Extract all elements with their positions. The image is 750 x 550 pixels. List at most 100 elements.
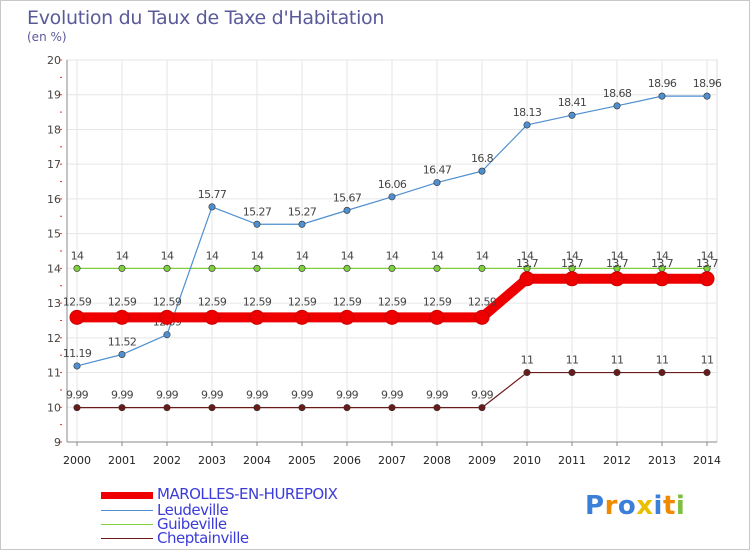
data-label-marolles-en-hurepoix: 12.59 <box>333 295 362 308</box>
data-point-guibeville <box>163 264 171 272</box>
data-label-leudeville: 15.77 <box>198 188 227 201</box>
data-label-leudeville: 18.41 <box>558 96 587 109</box>
y-axis-unit-label: (en %) <box>27 30 67 44</box>
legend-swatch-marolles <box>101 492 153 499</box>
data-label-cheptainville: 9.99 <box>381 389 404 402</box>
data-label-marolles-en-hurepoix: 13.7 <box>606 257 629 270</box>
y-tick-label: 11 <box>47 367 61 380</box>
data-point-marolles-en-hurepoix <box>384 309 400 325</box>
chart-title: Evolution du Taux de Taxe d'Habitation <box>27 7 385 29</box>
x-tick-label: 2005 <box>288 454 316 467</box>
data-point-cheptainville <box>253 404 261 412</box>
logo-letter: o <box>617 491 637 521</box>
data-label-guibeville: 14 <box>701 249 714 262</box>
data-label-guibeville: 14 <box>161 249 174 262</box>
data-label-guibeville: 14 <box>296 249 309 262</box>
data-label-marolles-en-hurepoix: 12.59 <box>63 295 92 308</box>
y-tick-label: 15 <box>47 228 61 241</box>
data-point-marolles-en-hurepoix <box>564 271 580 287</box>
x-tick-label: 2003 <box>198 454 226 467</box>
data-point-cheptainville <box>523 369 531 377</box>
data-point-leudeville <box>388 193 396 201</box>
data-label-cheptainville: 11 <box>611 354 624 367</box>
data-point-cheptainville <box>298 404 306 412</box>
data-point-cheptainville <box>703 369 711 377</box>
data-label-guibeville: 14 <box>251 249 264 262</box>
data-label-leudeville: 18.13 <box>513 106 542 119</box>
data-label-cheptainville: 9.99 <box>426 389 449 402</box>
data-point-leudeville <box>208 203 216 211</box>
data-point-cheptainville <box>208 404 216 412</box>
data-label-guibeville: 14 <box>656 249 669 262</box>
data-point-cheptainville <box>118 404 126 412</box>
data-label-cheptainville: 11 <box>656 354 669 367</box>
data-point-cheptainville <box>163 404 171 412</box>
data-point-guibeville <box>388 264 396 272</box>
data-label-cheptainville: 11 <box>566 354 579 367</box>
logo-letter: i <box>653 491 663 521</box>
x-tick-label: 2014 <box>693 454 721 467</box>
data-label-marolles-en-hurepoix: 12.59 <box>198 295 227 308</box>
data-point-marolles-en-hurepoix <box>249 309 265 325</box>
logo-letter: r <box>604 491 618 521</box>
data-point-leudeville <box>703 92 711 100</box>
data-point-marolles-en-hurepoix <box>699 271 715 287</box>
data-label-leudeville: 18.68 <box>603 87 632 100</box>
data-label-guibeville: 14 <box>71 249 84 262</box>
y-tick-label: 16 <box>47 193 61 206</box>
data-point-marolles-en-hurepoix <box>204 309 220 325</box>
data-point-guibeville <box>73 264 81 272</box>
data-label-cheptainville: 9.99 <box>336 389 359 402</box>
logo-letter: P <box>585 491 605 521</box>
data-point-leudeville <box>523 121 531 129</box>
data-label-marolles-en-hurepoix: 12.59 <box>423 295 452 308</box>
data-label-leudeville: 15.27 <box>243 205 272 218</box>
data-label-guibeville: 14 <box>431 249 444 262</box>
data-label-leudeville: 18.96 <box>693 77 722 90</box>
data-point-marolles-en-hurepoix <box>69 309 85 325</box>
data-point-guibeville <box>298 264 306 272</box>
logo-letter: t <box>662 491 676 521</box>
data-point-leudeville <box>343 206 351 214</box>
data-point-cheptainville <box>478 404 486 412</box>
data-label-leudeville: 18.96 <box>648 77 677 90</box>
legend-swatch-leudeville <box>101 510 153 511</box>
x-tick-label: 2009 <box>468 454 496 467</box>
data-point-marolles-en-hurepoix <box>519 271 535 287</box>
x-tick-label: 2011 <box>558 454 586 467</box>
data-label-marolles-en-hurepoix: 13.7 <box>516 257 539 270</box>
data-label-leudeville: 16.47 <box>423 164 452 177</box>
y-tick-label: 13 <box>47 297 61 310</box>
data-point-leudeville <box>253 220 261 228</box>
data-point-leudeville <box>163 331 171 339</box>
data-point-marolles-en-hurepoix <box>294 309 310 325</box>
data-label-cheptainville: 9.99 <box>201 389 224 402</box>
data-point-leudeville <box>118 350 126 358</box>
data-point-guibeville <box>433 264 441 272</box>
x-tick-label: 2001 <box>108 454 136 467</box>
y-tick-label: 20 <box>47 54 61 67</box>
data-label-marolles-en-hurepoix: 12.59 <box>378 295 407 308</box>
data-point-guibeville <box>118 264 126 272</box>
x-tick-label: 2013 <box>648 454 676 467</box>
legend-label-cheptainville: Cheptainville <box>157 529 249 547</box>
data-label-cheptainville: 9.99 <box>156 389 179 402</box>
data-label-guibeville: 14 <box>611 249 624 262</box>
legend-label-guibeville: Guibeville <box>157 515 227 533</box>
y-tick-label: 10 <box>47 401 61 414</box>
data-label-marolles-en-hurepoix: 12.59 <box>153 295 182 308</box>
data-label-guibeville: 14 <box>341 249 354 262</box>
data-label-marolles-en-hurepoix: 12.59 <box>108 295 137 308</box>
data-label-marolles-en-hurepoix: 13.7 <box>651 257 674 270</box>
data-point-marolles-en-hurepoix <box>654 271 670 287</box>
data-label-leudeville: 15.27 <box>288 205 317 218</box>
y-tick-label: 17 <box>47 158 61 171</box>
data-point-guibeville <box>343 264 351 272</box>
data-label-marolles-en-hurepoix: 13.7 <box>561 257 584 270</box>
data-point-cheptainville <box>658 369 666 377</box>
logo-letter: i <box>675 491 686 521</box>
data-point-marolles-en-hurepoix <box>114 309 130 325</box>
data-label-cheptainville: 9.99 <box>66 389 89 402</box>
data-point-guibeville <box>253 264 261 272</box>
